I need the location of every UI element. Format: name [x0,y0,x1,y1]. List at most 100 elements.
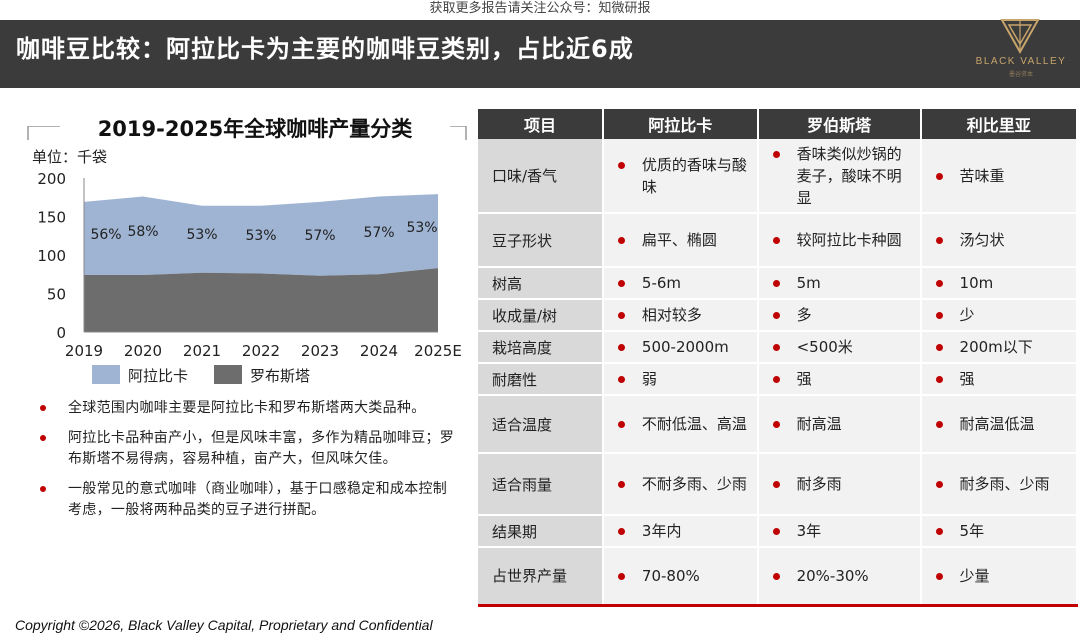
area-arabica [84,194,438,276]
table-cell: 70-80% [602,547,759,607]
bullet-dot [935,528,943,535]
area-robusta [84,268,438,332]
table-row: 口味/香气 优质的香味与酸味 香味类似炒锅的麦子，酸味不明显 苦味重 [478,139,1079,214]
table-header-row: 项目 阿拉比卡 罗伯斯塔 利比里亚 [478,109,1079,139]
row-label: 口味/香气 [478,139,604,214]
bullet-text: 阿拉比卡品种亩产小，但是风味丰富，多作为精品咖啡豆；罗布斯塔不易得病，容易种植，… [68,429,455,468]
cell-content: 70-80% [604,565,757,587]
bullet-dot [617,344,625,351]
header-arabica: 阿拉比卡 [602,109,759,139]
table-cell: 少 [920,299,1079,332]
bullet-dot [935,280,943,287]
logo-icon [1000,19,1040,55]
table-cell: 20%-30% [757,547,922,607]
logo-subtext: 墨谷资本 [1008,71,1033,78]
data-label: 53% [245,228,276,244]
cell-text: 3年 [796,522,822,540]
cell-text: 不耐低温、高温 [641,415,747,433]
table-cell: 汤匀状 [920,213,1079,268]
cell-text: 强 [959,370,975,388]
row-label: 树高 [478,267,604,300]
row-label: 耐磨性 [478,363,604,396]
bullet-dot [772,528,780,535]
table-row: 结果期 3年内 3年 5年 [478,515,1079,548]
watermark-text: 获取更多报告请关注公众号：知微研报 [429,1,651,16]
table-row: 收成量/树 相对较多 多 少 [478,299,1079,332]
cell-content: 扁平、椭圆 [604,229,757,251]
data-label: 53% [406,220,437,236]
area-chart: 0 50 100 150 200 2019 2020 2021 2022 2023 2024 2025… [37,170,461,360]
table-cell: 不耐多雨、少雨 [602,453,759,516]
bullet-dot [772,280,780,287]
cell-text: 耐高温 [796,415,842,433]
header-item: 项目 [478,109,604,139]
bullet-dot [617,161,625,169]
bullet-dot [617,421,625,428]
cell-text: 200m以下 [959,338,1033,356]
cell-text: 扁平、椭圆 [641,231,717,249]
row-label: 适合雨量 [478,453,604,516]
row-label: 栽培高度 [478,331,604,364]
cell-text: 强 [796,370,812,388]
cell-content: 耐高温低温 [922,413,1076,435]
bullet-dot [617,528,625,535]
bullet-dot [617,481,625,488]
table-cell: 较阿拉比卡种圆 [757,213,922,268]
table-cell: 多 [757,299,922,332]
bullet-dot [772,481,780,488]
y-tick-label: 0 [56,324,66,342]
comparison-table: 项目 阿拉比卡 罗伯斯塔 利比里亚 口味/香气 优质的香味与酸味 香味类似炒锅的麦子… [478,109,1079,607]
row-label: 收成量/树 [478,299,604,332]
table-cell: 5年 [920,515,1079,548]
bullet-dot [617,312,625,319]
bullet-text: 一般常见的意式咖啡（商业咖啡），基于口感稳定和成本控制考虑，一般将两种品类的豆子… [68,480,448,519]
data-label: 58% [127,224,158,240]
bullet-item: 一般常见的意式咖啡（商业咖啡），基于口感稳定和成本控制考虑，一般将两种品类的豆子… [40,479,458,522]
table-cell: 不耐低温、高温 [602,395,759,454]
bullet-dot [772,150,780,158]
cell-content: 耐多雨、少雨 [922,473,1076,495]
table-cell: 200m以下 [920,331,1079,364]
cell-content: 较阿拉比卡种圆 [759,229,920,251]
row-label: 豆子形状 [478,213,604,268]
table-cell: 3年内 [602,515,759,548]
bullet-dot [617,280,625,287]
x-tick-label: 2019 [65,342,103,360]
cell-text: 20%-30% [796,566,869,585]
bullet-dot [935,344,943,351]
cell-content: 200m以下 [922,336,1076,358]
cell-content: 强 [759,368,920,390]
table-row: 适合温度 不耐低温、高温 耐高温 耐高温低温 [478,395,1079,454]
x-tick-label: 2020 [124,342,162,360]
table-cell: 苦味重 [920,139,1079,214]
cell-content: 500-2000m [604,336,757,358]
cell-text: 苦味重 [959,166,1005,185]
cell-content: 10m [922,272,1076,294]
row-label: 占世界产量 [478,547,604,607]
cell-content: 苦味重 [922,165,1076,187]
cell-content: 3年内 [604,520,757,542]
table-cell: 耐高温低温 [920,395,1079,454]
table-cell: 耐多雨 [757,453,922,516]
cell-text: 500-2000m [641,338,729,356]
cell-content: 20%-30% [759,565,920,587]
table-cell: 扁平、椭圆 [602,213,759,268]
legend-label-arabica: 阿拉比卡 [128,367,189,385]
bullet-dot [935,572,943,580]
bullet-dot [772,312,780,319]
cell-text: 少量 [959,566,990,585]
cell-text: 香味类似炒锅的麦子，酸味不明显 [796,144,902,207]
table-cell: 500-2000m [602,331,759,364]
cell-content: 3年 [759,520,920,542]
cell-text: 70-80% [641,566,700,585]
y-tick-label: 50 [47,286,66,304]
cell-text: 耐多雨、少雨 [959,475,1050,493]
x-tick-label: 2021 [183,342,221,360]
cell-text: 10m [959,274,994,292]
cell-content: 强 [922,368,1076,390]
company-logo: BLACK VALLEY 墨谷资本 [966,14,1076,84]
legend-swatch-arabica [92,365,120,384]
bullet-dot [935,481,943,488]
table-row: 适合雨量 不耐多雨、少雨 耐多雨 耐多雨、少雨 [478,453,1079,516]
chart-unit: 单位：千袋 [32,148,108,166]
